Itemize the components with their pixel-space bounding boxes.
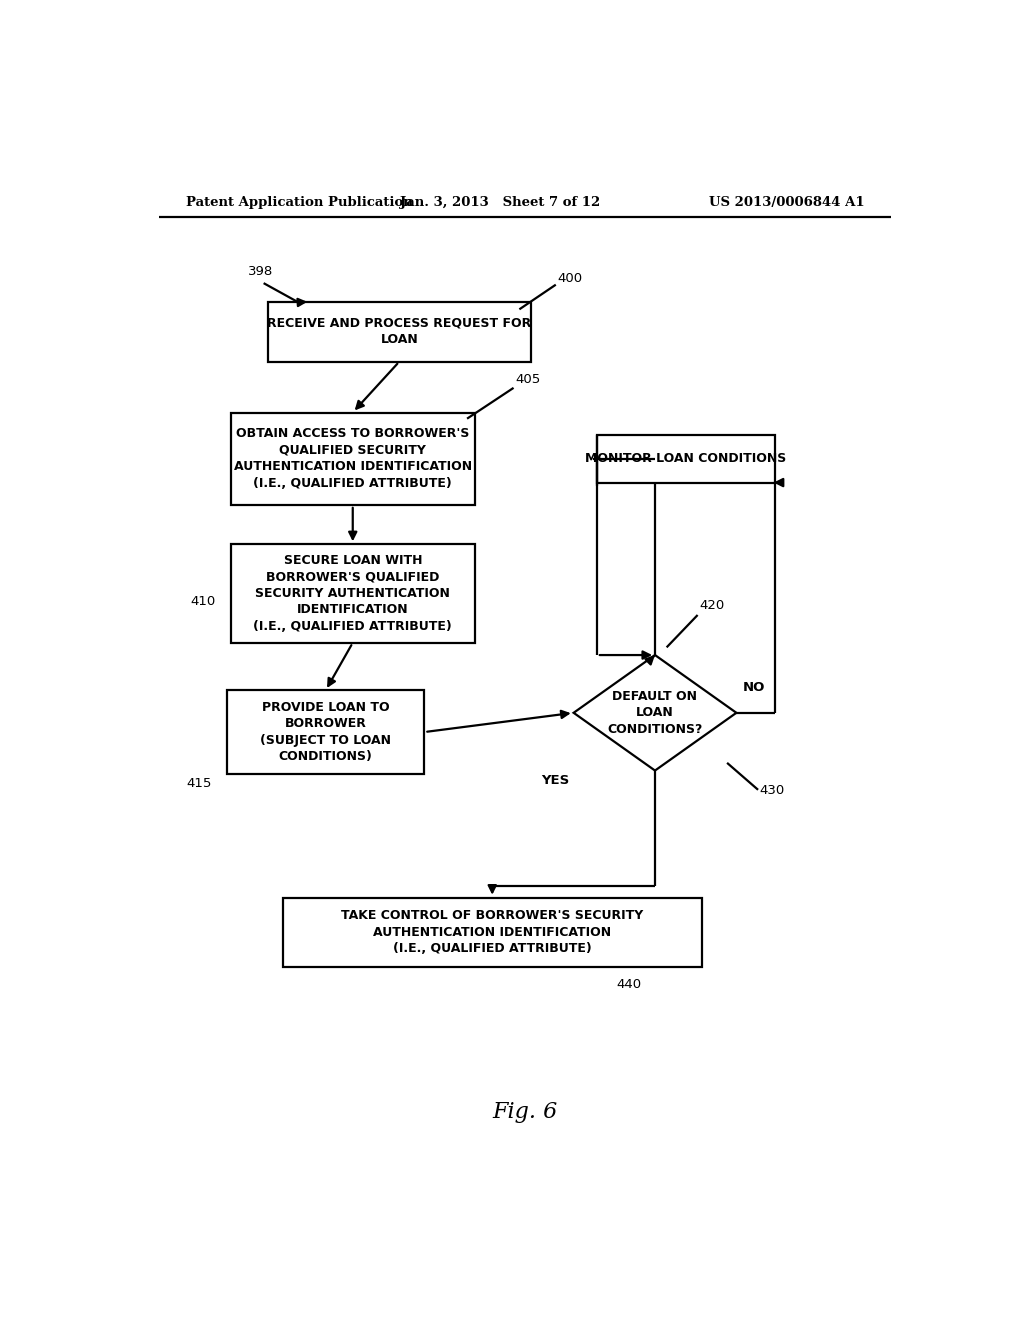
Text: SECURE LOAN WITH
BORROWER'S QUALIFIED
SECURITY AUTHENTICATION
IDENTIFICATION
(I.: SECURE LOAN WITH BORROWER'S QUALIFIED SE…	[253, 554, 453, 634]
Text: YES: YES	[541, 775, 569, 788]
Text: 440: 440	[616, 978, 641, 991]
Text: 430: 430	[760, 784, 784, 797]
Text: Patent Application Publication: Patent Application Publication	[186, 195, 413, 209]
Text: OBTAIN ACCESS TO BORROWER'S
QUALIFIED SECURITY
AUTHENTICATION IDENTIFICATION
(I.: OBTAIN ACCESS TO BORROWER'S QUALIFIED SE…	[233, 428, 472, 490]
Polygon shape	[573, 655, 736, 771]
Text: NO: NO	[742, 681, 765, 694]
Text: MONITOR LOAN CONDITIONS: MONITOR LOAN CONDITIONS	[586, 453, 786, 465]
Text: 420: 420	[699, 599, 724, 612]
Text: RECEIVE AND PROCESS REQUEST FOR
LOAN: RECEIVE AND PROCESS REQUEST FOR LOAN	[267, 317, 531, 346]
Text: 410: 410	[190, 595, 216, 609]
Text: TAKE CONTROL OF BORROWER'S SECURITY
AUTHENTICATION IDENTIFICATION
(I.E., QUALIFI: TAKE CONTROL OF BORROWER'S SECURITY AUTH…	[341, 909, 643, 956]
Text: Jan. 3, 2013   Sheet 7 of 12: Jan. 3, 2013 Sheet 7 of 12	[400, 195, 600, 209]
FancyBboxPatch shape	[230, 412, 475, 506]
FancyBboxPatch shape	[283, 898, 701, 966]
Text: 400: 400	[557, 272, 583, 285]
Text: Fig. 6: Fig. 6	[493, 1101, 557, 1122]
FancyBboxPatch shape	[597, 434, 775, 483]
Text: 405: 405	[515, 374, 541, 387]
Text: PROVIDE LOAN TO
BORROWER
(SUBJECT TO LOAN
CONDITIONS): PROVIDE LOAN TO BORROWER (SUBJECT TO LOA…	[260, 701, 391, 763]
FancyBboxPatch shape	[230, 544, 475, 643]
FancyBboxPatch shape	[226, 690, 424, 774]
Text: 415: 415	[186, 777, 212, 791]
Text: US 2013/0006844 A1: US 2013/0006844 A1	[709, 195, 864, 209]
FancyBboxPatch shape	[267, 302, 531, 362]
Text: 398: 398	[248, 265, 273, 279]
Text: DEFAULT ON
LOAN
CONDITIONS?: DEFAULT ON LOAN CONDITIONS?	[607, 690, 702, 735]
